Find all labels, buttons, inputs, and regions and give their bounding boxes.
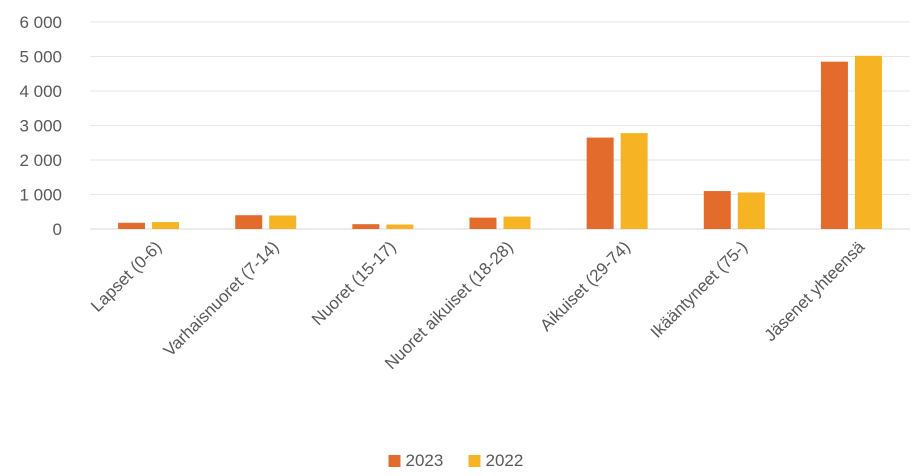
- bar-2022-2: [269, 215, 297, 229]
- x-axis-category-labels: Lapset (0-6)Varhaisnuoret (7-14) Nuoret (…: [87, 237, 868, 373]
- bar-2022-1: [152, 222, 180, 229]
- legend: 2023 2022: [388, 451, 524, 470]
- legend-swatch-2023: [388, 455, 401, 467]
- bar-2023-7: [820, 61, 848, 229]
- bar-2023-6: [703, 191, 731, 229]
- y-tick-label: 1 000: [19, 186, 62, 205]
- legend-label-2023: 2023: [406, 451, 444, 470]
- category-label: Nuoret aikuiset (18-28): [381, 237, 517, 373]
- legend-swatch-2022: [468, 455, 481, 467]
- category-label: Jäsenet yhteensä: [761, 237, 869, 345]
- gridlines: [90, 21, 910, 230]
- y-axis-tick-labels: 0 1 000 2 000 3 000 4 000 5 000 6 000: [19, 13, 62, 239]
- bar-2022-7: [854, 55, 882, 230]
- bar-2023-3: [352, 224, 380, 229]
- y-tick-label: 6 000: [19, 13, 62, 32]
- category-label: Aikuiset (29-74): [536, 237, 634, 335]
- y-tick-label: 2 000: [19, 151, 62, 170]
- legend-label-2022: 2022: [486, 451, 524, 470]
- bar-2023-1: [118, 222, 146, 229]
- y-tick-label: 0: [53, 220, 62, 239]
- bar-2023-4: [469, 217, 497, 229]
- bar-2023-5: [586, 137, 614, 229]
- category-label: Lapset (0-6): [87, 237, 165, 315]
- category-label: Nuoret (15-17): [308, 237, 400, 329]
- bar-2022-6: [737, 192, 765, 229]
- bar-2022-5: [620, 133, 648, 229]
- y-tick-label: 3 000: [19, 117, 62, 136]
- bars: [118, 55, 882, 230]
- category-label: Ikääntyneet (75-): [647, 237, 751, 341]
- bar-2022-4: [503, 216, 531, 229]
- category-label: Varhaisnuoret (7-14): [160, 237, 283, 360]
- bar-2023-2: [235, 215, 263, 229]
- y-tick-label: 5 000: [19, 48, 62, 67]
- y-tick-label: 4 000: [19, 82, 62, 101]
- bar-2022-3: [386, 224, 414, 229]
